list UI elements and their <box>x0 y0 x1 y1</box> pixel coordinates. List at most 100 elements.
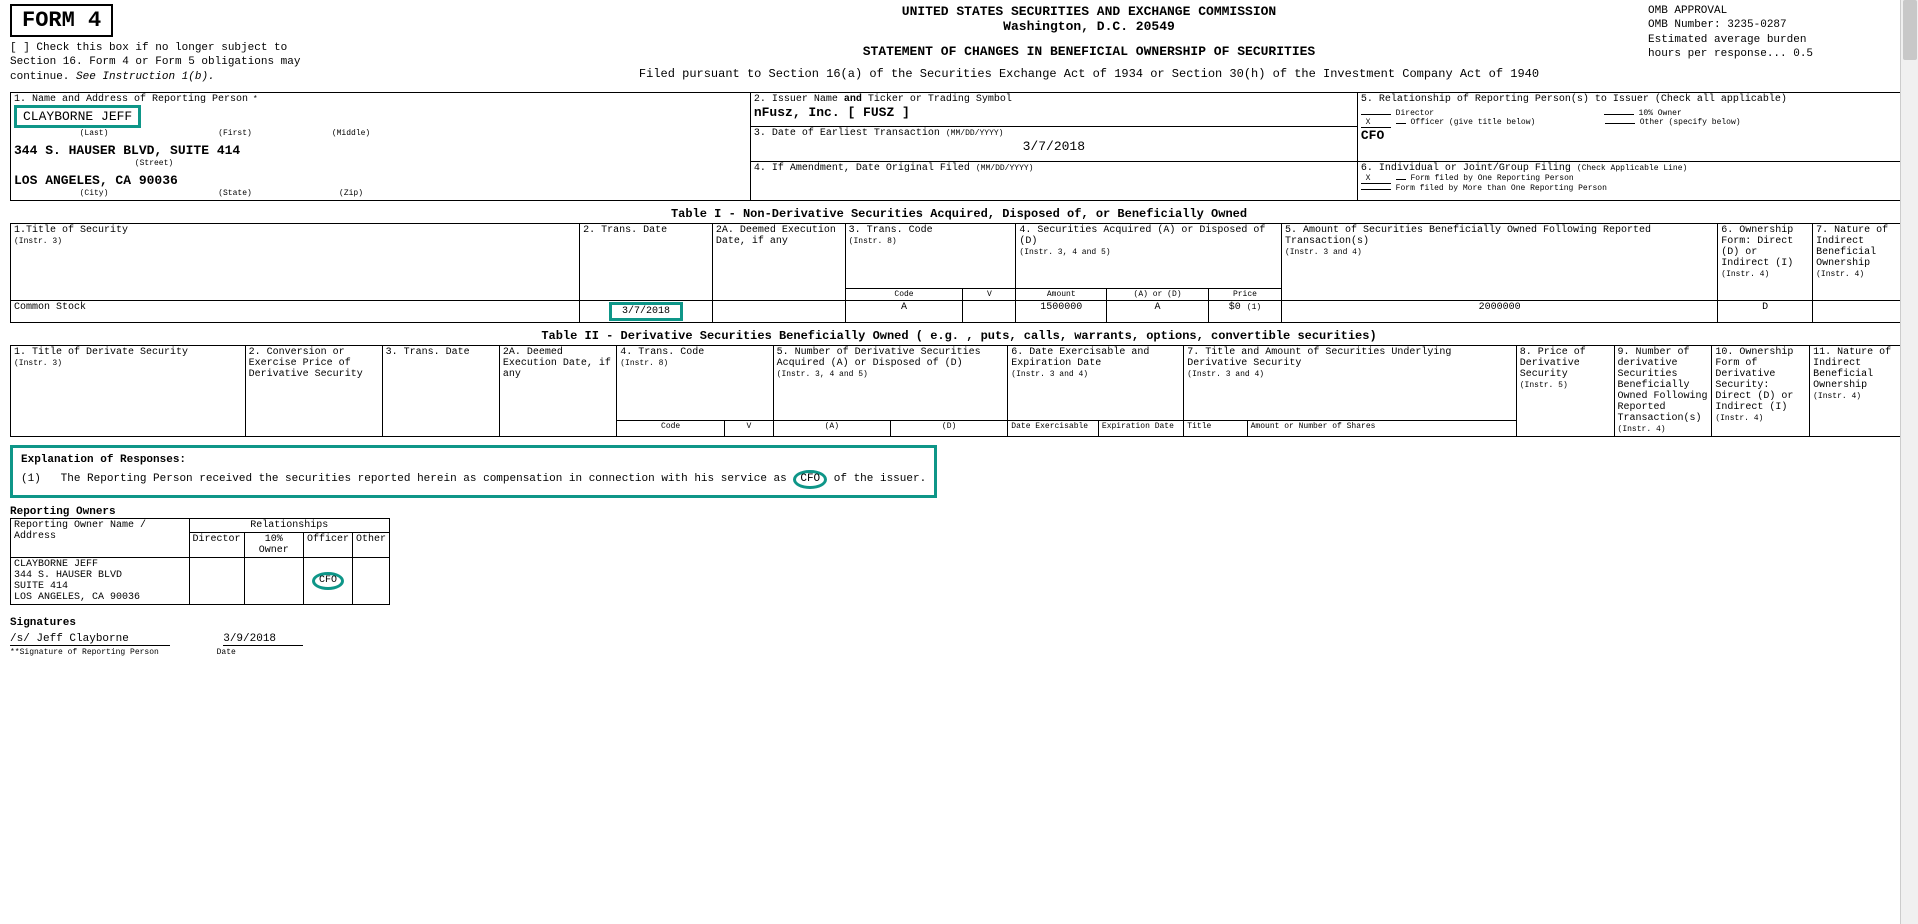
scrollbar-thumb[interactable] <box>1903 0 1917 60</box>
t1-h4: 4. Securities Acquired (A) or Disposed o… <box>1019 225 1265 247</box>
t1-h7i: (Instr. 4) <box>1816 270 1864 279</box>
omb-burden2: hours per response... 0.5 <box>1648 47 1908 61</box>
t2-h6i: (Instr. 3, 4 and 5) <box>777 370 868 379</box>
signature-date: 3/9/2018 <box>223 633 303 646</box>
director-label: Director <box>1396 109 1434 118</box>
owners-table: Reporting Owner Name / Address Relations… <box>10 518 390 605</box>
t2-h7i: (Instr. 3 and 4) <box>1011 370 1088 379</box>
t1-fn: (1) <box>1247 303 1261 312</box>
t2-sub-amt: Amount or Number of Shares <box>1247 420 1516 436</box>
t1-owned: 2000000 <box>1281 300 1717 322</box>
owners-ten: 10% Owner <box>244 533 303 558</box>
scrollbar[interactable] <box>1900 0 1918 924</box>
checkbox-note: [ ] Check this box if no longer subject … <box>10 41 310 84</box>
t1-h3i: (Instr. 8) <box>849 237 897 246</box>
owners-rel: Relationships <box>189 519 389 533</box>
box6-note: (Check Applicable Line) <box>1577 164 1687 173</box>
t1-h1i: (Instr. 3) <box>14 237 62 246</box>
agency-line2: Washington, D.C. 20549 <box>530 19 1648 34</box>
signature-value: /s/ Jeff Clayborne <box>10 633 170 646</box>
owner-line-0: CLAYBORNE JEFF <box>14 559 98 570</box>
table2: 1. Title of Derivate Security(Instr. 3) … <box>10 345 1908 437</box>
checkbox-note-line1: [ ] Check this box if no longer subject … <box>10 42 287 54</box>
pursuant-text: Filed pursuant to Section 16(a) of the S… <box>530 67 1648 81</box>
owner-line-2: SUITE 414 <box>14 581 68 592</box>
box5-label: 5. Relationship of Reporting Person(s) t… <box>1361 94 1787 105</box>
omb-burden1: Estimated average burden <box>1648 33 1908 47</box>
t1-code: A <box>845 300 963 322</box>
zip-label: (Zip) <box>296 189 406 198</box>
t2-sub-ed: Expiration Date <box>1098 420 1183 436</box>
box2-label2: Ticker or Trading Symbol <box>862 94 1012 105</box>
street-line: 344 S. HAUSER BLVD, SUITE 414 <box>14 143 747 158</box>
t2-sub-a: (A) <box>773 420 890 436</box>
t2-h11i: (Instr. 4) <box>1715 414 1763 423</box>
t2-h8i: (Instr. 3 and 4) <box>1187 370 1264 379</box>
t2-h10: 9. Number of derivative Securities Benef… <box>1618 347 1708 424</box>
t2-h8: 7. Title and Amount of Securities Underl… <box>1187 347 1451 369</box>
t1-h2a: 2A. Deemed Execution Date, if any <box>716 225 836 247</box>
t1-h4i: (Instr. 3, 4 and 5) <box>1019 248 1110 257</box>
omb-number: OMB Number: 3235-0287 <box>1648 18 1908 32</box>
form-number-box: FORM 4 <box>10 4 113 37</box>
other-checkbox[interactable] <box>1605 123 1635 124</box>
t2-h5: 4. Trans. Code <box>620 347 704 358</box>
checkbox-note-line2: Section 16. Form 4 or Form 5 obligations… <box>10 56 300 68</box>
explanation-box: Explanation of Responses: (1) The Report… <box>10 445 937 498</box>
t2-h12i: (Instr. 4) <box>1813 392 1861 401</box>
t2-h6: 5. Number of Derivative Securities Acqui… <box>777 347 981 369</box>
box4-label: 4. If Amendment, Date Original Filed <box>754 163 976 174</box>
table1-title: Table I - Non-Derivative Securities Acqu… <box>10 207 1908 221</box>
owners-heading: Reporting Owners <box>10 506 116 518</box>
omb-box: OMB APPROVAL OMB Number: 3235-0287 Estim… <box>1648 4 1908 61</box>
t2-h4: 2A. Deemed Execution Date, if any <box>503 347 611 380</box>
document-header: FORM 4 [ ] Check this box if no longer s… <box>10 4 1908 84</box>
director-checkbox[interactable] <box>1361 114 1391 115</box>
multi-person-checkbox[interactable] <box>1361 189 1391 190</box>
t2-sub-de: Date Exercisable <box>1008 420 1099 436</box>
t2-sub-d: (D) <box>890 420 1007 436</box>
identification-grid: 1. Name and Address of Reporting Person … <box>10 92 1908 201</box>
signatures-heading: Signatures <box>10 617 76 629</box>
t2-h7: 6. Date Exercisable and Expiration Date <box>1011 347 1149 369</box>
date-label: Date <box>217 648 297 657</box>
t1-ad: A <box>1107 300 1209 322</box>
earliest-date: 3/7/2018 <box>754 139 1354 154</box>
reporting-person-name: CLAYBORNE JEFF <box>14 105 141 128</box>
box2-label: 2. Issuer Name <box>754 94 844 105</box>
box3-label: 3. Date of Earliest Transaction <box>754 128 946 139</box>
t2-h1i: (Instr. 3) <box>14 359 62 368</box>
header-center: UNITED STATES SECURITIES AND EXCHANGE CO… <box>530 4 1648 81</box>
first-label: (First) <box>180 129 290 138</box>
t1-h5i: (Instr. 3 and 4) <box>1285 248 1362 257</box>
t1-title: Common Stock <box>11 300 580 322</box>
tenpct-label: 10% Owner <box>1639 109 1682 118</box>
box2-and: and <box>844 94 862 105</box>
middle-label: (Middle) <box>296 129 406 138</box>
box1-label: 1. Name and Address of Reporting Person <box>14 94 248 105</box>
signature-label: **Signature of Reporting Person <box>10 648 210 657</box>
explain-text-b: of the issuer. <box>827 473 926 485</box>
one-person-checkbox[interactable]: X <box>1361 174 1391 184</box>
t2-h2: 2. Conversion or Exercise Price of Deriv… <box>249 347 363 380</box>
officer-title: CFO <box>1361 128 1904 143</box>
t2-h11: 10. Ownership Form of Derivative Securit… <box>1715 347 1793 413</box>
one-person-x: X <box>1366 174 1371 183</box>
explain-num: (1) <box>21 473 41 485</box>
owner-line-1: 344 S. HAUSER BLVD <box>14 570 122 581</box>
tenpct-checkbox[interactable] <box>1604 114 1634 115</box>
owners-dir: Director <box>189 533 244 558</box>
omb-title: OMB APPROVAL <box>1648 4 1908 18</box>
t2-h9: 8. Price of Derivative Security <box>1520 347 1586 380</box>
officer-x: X <box>1366 118 1371 127</box>
checkbox-note-italic: See Instruction 1(b). <box>76 71 215 83</box>
t2-sub-t: Title <box>1184 420 1247 436</box>
t1-price: $0 <box>1229 302 1241 313</box>
box4-fmt: (MM/DD/YYYY) <box>976 164 1034 173</box>
t2-h5i: (Instr. 8) <box>620 359 668 368</box>
owner-officer-cfo: CFO <box>312 572 344 590</box>
officer-checkbox-x[interactable]: X <box>1361 118 1391 128</box>
t1-h6: 6. Ownership Form: Direct (D) or Indirec… <box>1721 225 1793 269</box>
t1-h3: 3. Trans. Code <box>849 225 933 236</box>
t1-amount: 1500000 <box>1016 300 1107 322</box>
